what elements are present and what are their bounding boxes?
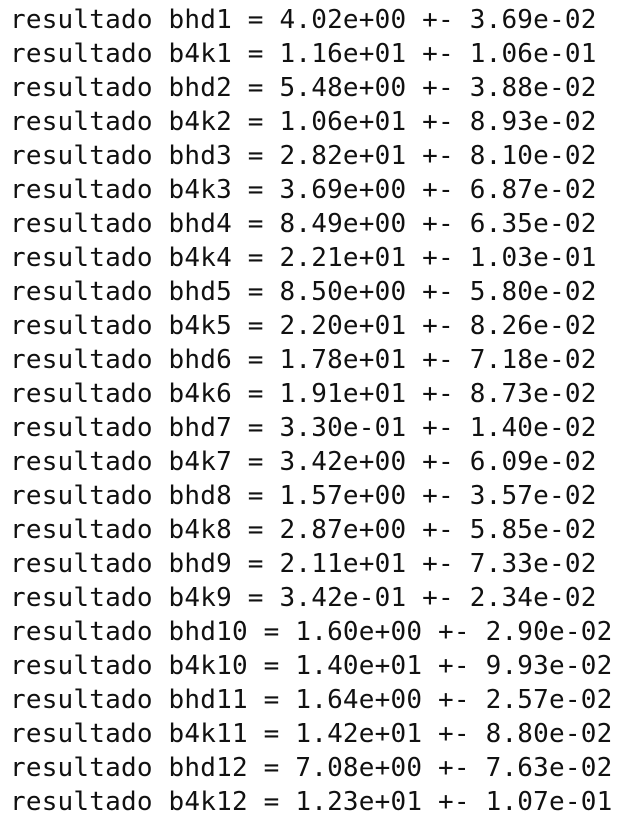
output-line-bhd1: resultado bhd1 = 4.02e+00 +- 3.69e-02	[10, 5, 597, 35]
output-line-bhd6: resultado bhd6 = 1.78e+01 +- 7.18e-02	[10, 345, 597, 375]
output-line-bhd2: resultado bhd2 = 5.48e+00 +- 3.88e-02	[10, 73, 597, 103]
output-line-bhd5: resultado bhd5 = 8.50e+00 +- 5.80e-02	[10, 277, 597, 307]
output-line-b4k12: resultado b4k12 = 1.23e+01 +- 1.07e-01	[10, 787, 613, 817]
output-line-bhd12: resultado bhd12 = 7.08e+00 +- 7.63e-02	[10, 753, 613, 783]
output-line-b4k11: resultado b4k11 = 1.42e+01 +- 8.80e-02	[10, 719, 613, 749]
output-line-b4k8: resultado b4k8 = 2.87e+00 +- 5.85e-02	[10, 515, 597, 545]
output-line-b4k9: resultado b4k9 = 3.42e-01 +- 2.34e-02	[10, 583, 597, 613]
output-line-b4k7: resultado b4k7 = 3.42e+00 +- 6.09e-02	[10, 447, 597, 477]
output-line-b4k6: resultado b4k6 = 1.91e+01 +- 8.73e-02	[10, 379, 597, 409]
terminal-output: resultado bhd1 = 4.02e+00 +- 3.69e-02 re…	[10, 3, 612, 819]
output-line-b4k5: resultado b4k5 = 2.20e+01 +- 8.26e-02	[10, 311, 597, 341]
output-line-bhd4: resultado bhd4 = 8.49e+00 +- 6.35e-02	[10, 209, 597, 239]
output-line-bhd7: resultado bhd7 = 3.30e-01 +- 1.40e-02	[10, 413, 597, 443]
output-line-bhd10: resultado bhd10 = 1.60e+00 +- 2.90e-02	[10, 617, 613, 647]
output-line-bhd8: resultado bhd8 = 1.57e+00 +- 3.57e-02	[10, 481, 597, 511]
output-line-bhd3: resultado bhd3 = 2.82e+01 +- 8.10e-02	[10, 141, 597, 171]
output-line-b4k3: resultado b4k3 = 3.69e+00 +- 6.87e-02	[10, 175, 597, 205]
output-line-bhd11: resultado bhd11 = 1.64e+00 +- 2.57e-02	[10, 685, 613, 715]
output-line-b4k4: resultado b4k4 = 2.21e+01 +- 1.03e-01	[10, 243, 597, 273]
output-line-b4k2: resultado b4k2 = 1.06e+01 +- 8.93e-02	[10, 107, 597, 137]
output-line-b4k10: resultado b4k10 = 1.40e+01 +- 9.93e-02	[10, 651, 613, 681]
output-line-bhd9: resultado bhd9 = 2.11e+01 +- 7.33e-02	[10, 549, 597, 579]
output-line-b4k1: resultado b4k1 = 1.16e+01 +- 1.06e-01	[10, 39, 597, 69]
